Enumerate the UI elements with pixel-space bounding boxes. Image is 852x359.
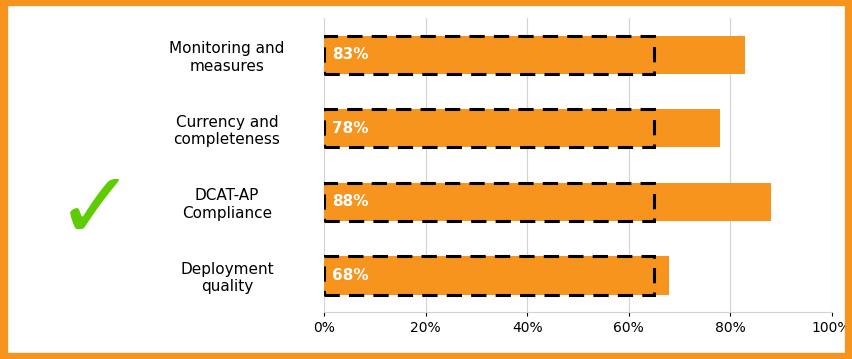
Text: ✓: ✓ (55, 166, 135, 258)
Bar (324, 183, 770, 221)
Text: 83%: 83% (331, 47, 368, 62)
Bar (324, 256, 669, 295)
Text: Quality: Quality (30, 25, 153, 54)
Bar (324, 256, 653, 295)
Bar (324, 183, 653, 221)
Bar (324, 109, 719, 148)
Text: 68%: 68% (331, 268, 368, 283)
Bar (324, 36, 653, 74)
Text: 78%: 78% (331, 121, 368, 136)
Bar (324, 109, 653, 148)
Text: 88%: 88% (331, 195, 368, 209)
FancyBboxPatch shape (8, 86, 176, 330)
Bar (324, 36, 745, 74)
